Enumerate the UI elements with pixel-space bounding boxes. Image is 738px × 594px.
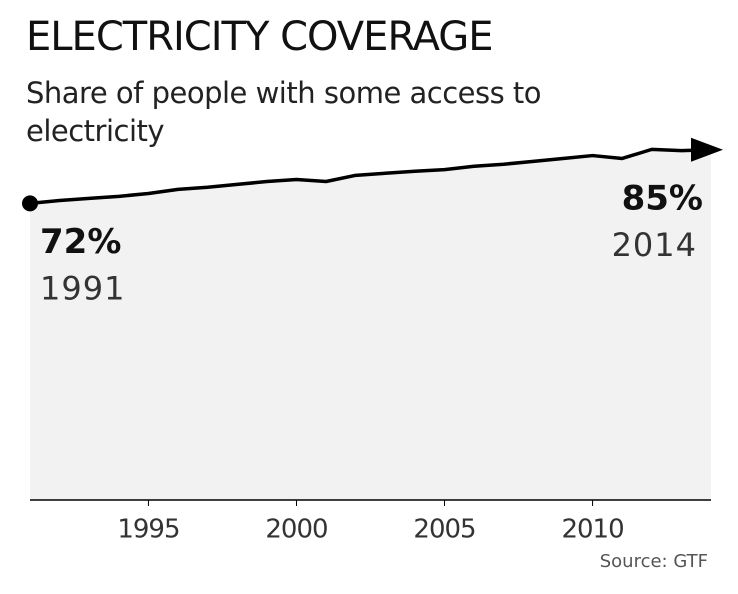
x-tick-label: 1995 [117, 515, 179, 545]
value-label: 85% [622, 178, 703, 218]
x-tick-label: 2010 [561, 515, 623, 545]
value-label: 72% [40, 222, 121, 262]
year-label: 1991 [40, 269, 125, 307]
chart-subtitle: Share of people with some access to elec… [26, 76, 542, 148]
x-tick-label: 2005 [413, 515, 475, 545]
arrow-head [691, 137, 723, 162]
line [29, 147, 712, 206]
x-tick-label: 2000 [265, 515, 327, 545]
source: Source: GTF [600, 551, 708, 572]
year-label: 2014 [612, 226, 697, 264]
chart-title: ELECTRICITY COVERAGE [26, 14, 494, 60]
area [30, 149, 711, 500]
start-dot [22, 195, 38, 212]
